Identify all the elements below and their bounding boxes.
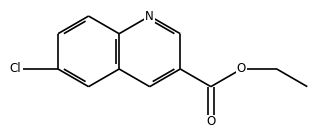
- Text: O: O: [206, 116, 215, 128]
- Text: N: N: [145, 10, 154, 22]
- Text: Cl: Cl: [10, 63, 21, 75]
- Text: O: O: [237, 63, 246, 75]
